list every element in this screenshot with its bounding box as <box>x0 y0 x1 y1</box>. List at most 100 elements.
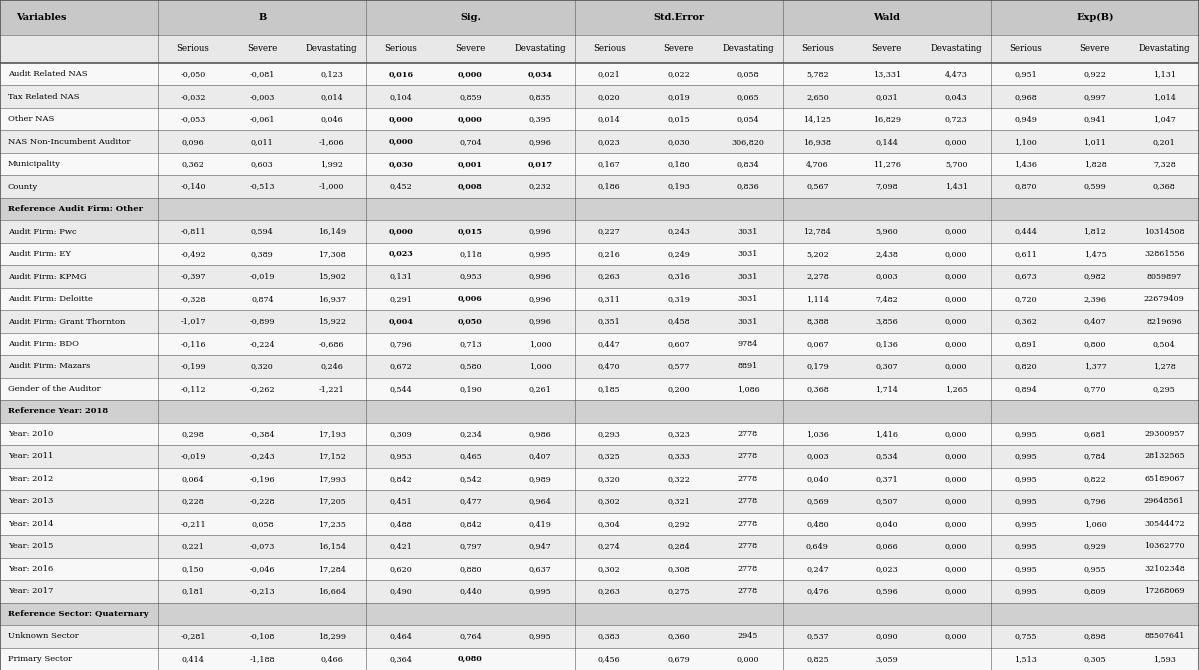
Bar <box>0 513 158 535</box>
Text: 0,504: 0,504 <box>1153 340 1176 348</box>
Bar <box>228 198 297 220</box>
Bar <box>1129 602 1199 625</box>
Text: 0,995: 0,995 <box>1014 452 1037 460</box>
Bar <box>505 625 574 647</box>
Bar <box>0 423 158 445</box>
Text: 0,090: 0,090 <box>875 632 898 641</box>
Bar <box>1129 355 1199 378</box>
Bar <box>644 490 713 513</box>
Bar <box>852 400 922 423</box>
Text: 0,067: 0,067 <box>806 340 829 348</box>
Bar <box>505 220 574 243</box>
Text: 0,227: 0,227 <box>598 228 621 236</box>
Text: 0,755: 0,755 <box>1014 632 1037 641</box>
Text: Year: 2014: Year: 2014 <box>8 520 54 528</box>
Bar <box>505 423 574 445</box>
Bar <box>1060 220 1129 243</box>
Text: 17,993: 17,993 <box>318 475 345 483</box>
Bar <box>158 176 228 198</box>
Text: 0,000: 0,000 <box>945 250 968 258</box>
Text: Severe: Severe <box>1080 44 1110 54</box>
Bar <box>1129 333 1199 355</box>
Bar <box>990 513 1060 535</box>
Bar <box>0 86 158 108</box>
Bar <box>1129 63 1199 86</box>
Bar <box>435 580 505 602</box>
Bar <box>574 355 644 378</box>
Text: 0,362: 0,362 <box>181 160 204 168</box>
Bar <box>852 647 922 670</box>
Text: 10314508: 10314508 <box>1144 228 1185 236</box>
Text: Audit Firm: Grant Thornton: Audit Firm: Grant Thornton <box>8 318 125 326</box>
Bar <box>713 198 783 220</box>
Text: 1,011: 1,011 <box>1084 137 1107 145</box>
Bar <box>158 35 228 63</box>
Bar <box>1060 243 1129 265</box>
Text: 0,201: 0,201 <box>1153 137 1176 145</box>
Text: 0,796: 0,796 <box>1084 497 1107 505</box>
Bar <box>0 557 158 580</box>
Text: -0,811: -0,811 <box>180 228 206 236</box>
Bar <box>852 220 922 243</box>
Text: 306,820: 306,820 <box>731 137 765 145</box>
Bar <box>990 557 1060 580</box>
Bar <box>783 86 852 108</box>
Bar <box>783 333 852 355</box>
Text: 0,263: 0,263 <box>598 588 621 596</box>
Bar <box>713 355 783 378</box>
Bar <box>644 310 713 333</box>
Text: 0,995: 0,995 <box>1014 520 1037 528</box>
Text: 0,995: 0,995 <box>1014 588 1037 596</box>
Text: 0,995: 0,995 <box>529 588 552 596</box>
Bar <box>1060 557 1129 580</box>
Text: 0,407: 0,407 <box>1084 318 1107 326</box>
Text: 0,596: 0,596 <box>875 588 898 596</box>
Bar <box>1129 490 1199 513</box>
Bar <box>574 647 644 670</box>
Bar <box>852 265 922 288</box>
Text: -0,081: -0,081 <box>249 70 275 78</box>
Text: Serious: Serious <box>592 44 626 54</box>
Text: Devastating: Devastating <box>722 44 773 54</box>
Text: 0,835: 0,835 <box>529 92 552 100</box>
Bar <box>228 176 297 198</box>
Text: 0,458: 0,458 <box>668 318 689 326</box>
Text: 0,000: 0,000 <box>945 362 968 371</box>
Text: Serious: Serious <box>801 44 833 54</box>
Bar <box>644 400 713 423</box>
Bar <box>297 468 367 490</box>
Bar <box>1129 423 1199 445</box>
Text: 5,782: 5,782 <box>806 70 829 78</box>
Text: Primary Sector: Primary Sector <box>8 655 72 663</box>
Bar <box>1060 647 1129 670</box>
Text: 0,275: 0,275 <box>668 588 689 596</box>
Text: Serious: Serious <box>176 44 210 54</box>
Bar <box>158 535 228 557</box>
Text: 0,000: 0,000 <box>945 520 968 528</box>
Bar <box>574 63 644 86</box>
Text: -0,061: -0,061 <box>249 115 275 123</box>
Bar <box>990 35 1060 63</box>
Bar <box>0 580 158 602</box>
Bar <box>505 86 574 108</box>
Text: 0,000: 0,000 <box>945 340 968 348</box>
Text: Severe: Severe <box>456 44 486 54</box>
Text: 17,308: 17,308 <box>318 250 345 258</box>
Text: 0,014: 0,014 <box>598 115 621 123</box>
Text: 12,784: 12,784 <box>803 228 831 236</box>
Text: 1,086: 1,086 <box>736 385 759 393</box>
Bar <box>713 468 783 490</box>
Text: 0,304: 0,304 <box>598 520 621 528</box>
Bar <box>297 108 367 131</box>
Bar <box>367 647 435 670</box>
Text: 0,371: 0,371 <box>875 475 898 483</box>
Text: 0,000: 0,000 <box>945 588 968 596</box>
Bar <box>1060 131 1129 153</box>
Bar <box>990 400 1060 423</box>
Text: -0,513: -0,513 <box>249 183 275 191</box>
Text: 0,986: 0,986 <box>529 430 552 438</box>
Bar <box>1129 198 1199 220</box>
Bar <box>228 468 297 490</box>
Bar <box>922 333 990 355</box>
Bar <box>990 378 1060 400</box>
